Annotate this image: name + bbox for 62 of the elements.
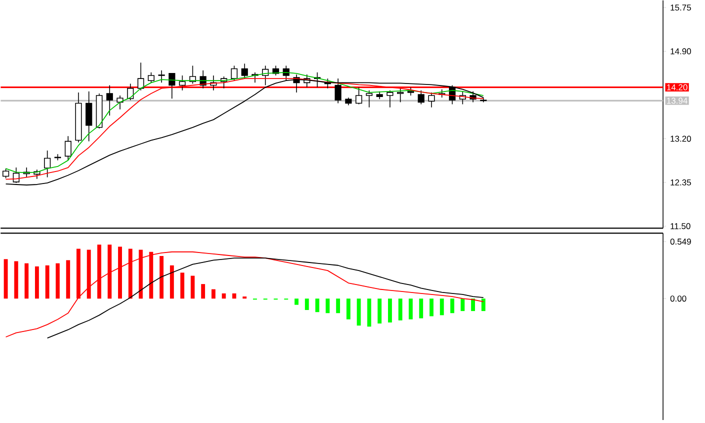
y-tick-label: 15.75	[670, 4, 691, 11]
bar	[336, 298, 340, 314]
y-tick-label: 0.549	[670, 238, 691, 245]
bar	[14, 261, 18, 299]
bar	[481, 298, 486, 312]
bar	[430, 298, 434, 316]
candlestick	[428, 92, 435, 108]
bar	[66, 260, 70, 299]
y-tick-label: 0.00	[670, 296, 686, 302]
bar	[160, 256, 164, 299]
candlestick	[86, 91, 92, 142]
candlestick	[64, 136, 72, 161]
bar	[45, 265, 50, 299]
candlestick	[158, 70, 165, 84]
bar	[24, 263, 29, 299]
bar	[378, 298, 382, 324]
bar	[180, 272, 184, 299]
bar	[398, 298, 402, 320]
bar	[304, 298, 309, 310]
bar	[356, 298, 361, 326]
candlestick	[148, 72, 154, 84]
candlestick	[386, 90, 394, 108]
bar	[388, 298, 392, 322]
candlestick	[397, 88, 404, 103]
candlestick	[230, 65, 238, 81]
bar	[190, 276, 195, 299]
bar	[315, 298, 320, 312]
ref-line-label: 13.94	[667, 98, 688, 104]
candlestick	[241, 63, 248, 79]
bar	[211, 289, 216, 299]
bar	[232, 293, 236, 299]
bar	[201, 284, 206, 299]
bar	[326, 298, 330, 314]
candlestick	[356, 86, 362, 105]
bar	[346, 298, 350, 320]
y-tick-label: 11.50	[670, 223, 690, 230]
bar	[56, 263, 60, 299]
bar	[367, 298, 372, 327]
bar	[242, 296, 247, 299]
bar	[222, 293, 226, 299]
candlestick	[116, 95, 124, 110]
bar	[440, 298, 444, 316]
candlestick	[418, 90, 424, 105]
y-tick-label: 13.20	[670, 136, 691, 142]
candlestick	[179, 75, 186, 91]
bar	[170, 265, 174, 299]
bar	[408, 298, 413, 320]
bar	[34, 266, 39, 299]
bar	[294, 298, 298, 305]
bar	[460, 298, 465, 312]
y-tick-label: 12.35	[670, 179, 691, 186]
candlestick	[137, 62, 144, 91]
candlestick	[366, 90, 373, 108]
candlestick	[2, 168, 10, 179]
ref-line-label: 14.20	[667, 84, 688, 90]
y-tick-label: 14.90	[670, 48, 691, 54]
candlestick	[44, 150, 51, 178]
bar	[4, 259, 8, 299]
bar	[471, 298, 476, 312]
bar	[419, 298, 424, 318]
candlestick	[168, 73, 176, 99]
candlestick	[106, 84, 113, 116]
